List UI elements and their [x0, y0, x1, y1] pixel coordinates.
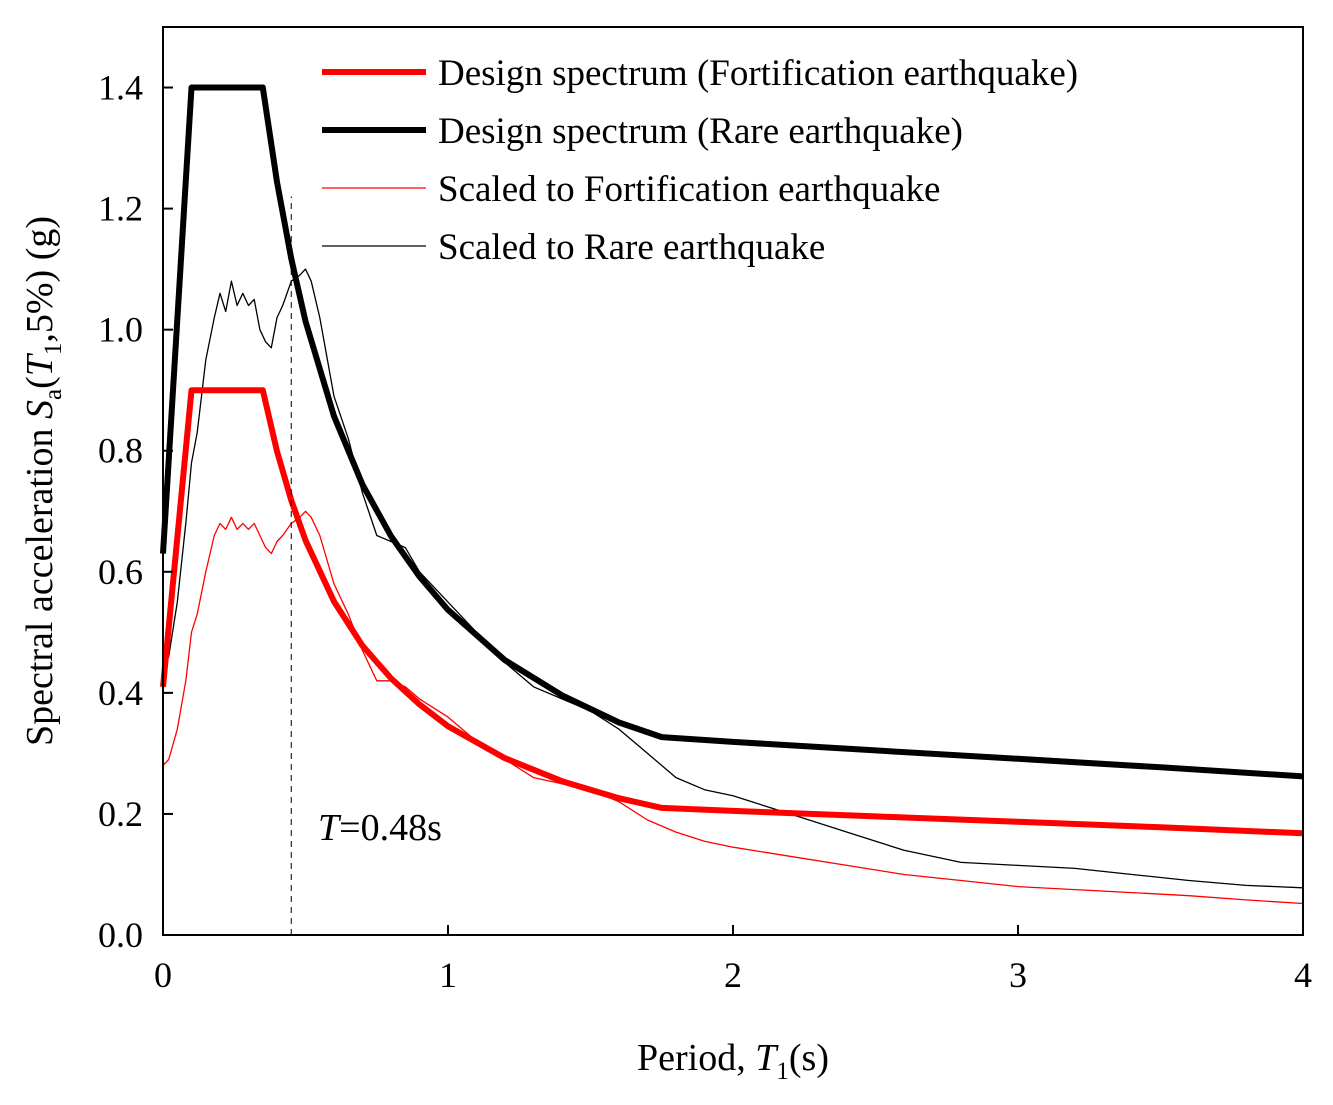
x-axis-title: Period, T1(s) [637, 1037, 829, 1085]
annotation-layer: T=0.48s [290, 196, 442, 935]
series-line-1 [160, 387, 1304, 837]
y-tick-label: 1.0 [98, 310, 143, 350]
series-layer [160, 84, 1304, 905]
annotation-var: T [318, 807, 342, 849]
y-axis-title-sub: a [40, 389, 67, 400]
plot-frame [162, 26, 1304, 936]
series-line-3 [162, 510, 1304, 905]
x-tick-label: 0 [154, 955, 172, 995]
series-line-2 [160, 84, 1304, 780]
y-axis-title-sub2: 1 [40, 343, 67, 356]
x-axis-title-var: T [755, 1037, 779, 1079]
ticks-layer: 0 1 2 3 4 0.0 0.2 0.4 0.6 0.8 1.0 1.2 1.4 [98, 68, 1312, 995]
legend-label-2: Design spectrum (Rare earthquake) [438, 111, 963, 152]
x-axis-title-suffix: (s) [789, 1037, 829, 1079]
y-axis-title-open: ( [19, 376, 61, 389]
y-tick-label: 0.2 [98, 794, 143, 834]
x-tick-label: 2 [724, 955, 742, 995]
y-axis-title-var: S [19, 400, 61, 419]
y-axis-title-var2: T [19, 352, 61, 376]
x-axis-title-prefix: Period, [637, 1037, 755, 1079]
y-tick-label: 0.8 [98, 431, 143, 471]
legend-label-1: Design spectrum (Fortification earthquak… [438, 53, 1078, 94]
x-axis-title-sub: 1 [776, 1058, 789, 1085]
y-tick-label: 0.4 [98, 673, 143, 713]
annotation-label: T=0.48s [318, 807, 442, 849]
y-axis-title: Spectral acceleration Sa(T1,5%) (g) [19, 216, 67, 746]
y-axis-title-suffix: ,5%) (g) [19, 216, 61, 343]
x-tick-label: 3 [1009, 955, 1027, 995]
series-line-4 [162, 268, 1304, 889]
x-tick-label: 1 [439, 955, 457, 995]
x-tick-label: 4 [1294, 955, 1312, 995]
y-tick-label: 0.0 [98, 915, 143, 955]
y-tick-label: 0.6 [98, 552, 143, 592]
annotation-value: =0.48s [339, 807, 442, 849]
legend-label-4: Scaled to Rare earthquake [438, 227, 825, 268]
legend-label-3: Scaled to Fortification earthquake [438, 169, 940, 210]
legend: Design spectrum (Fortification earthquak… [322, 53, 1078, 268]
y-tick-label: 1.4 [98, 68, 143, 108]
y-tick-label: 1.2 [98, 189, 143, 229]
y-axis-title-prefix: Spectral acceleration [19, 419, 61, 746]
